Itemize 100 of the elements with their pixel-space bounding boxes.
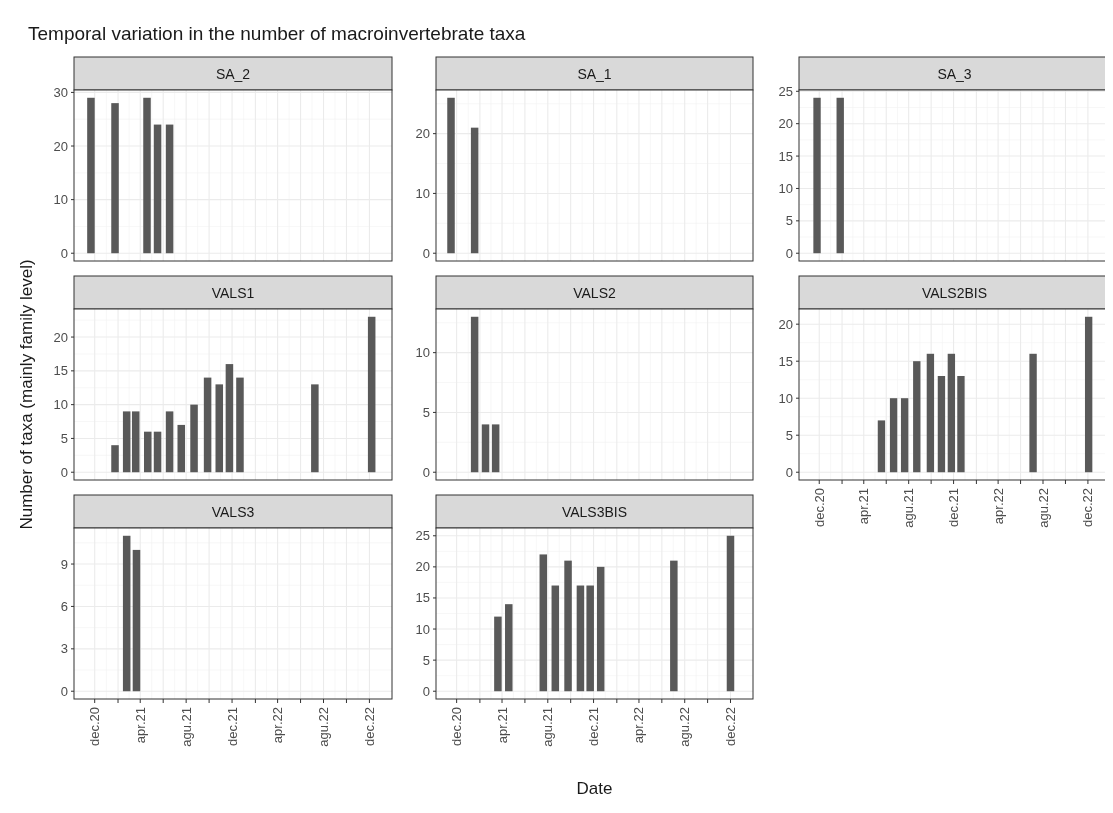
bar (177, 424, 186, 473)
y-tick-label: 0 (785, 464, 793, 480)
bar (900, 398, 909, 473)
y-tick-label: 6 (60, 598, 68, 614)
chart-title: VALS1 (211, 284, 255, 301)
y-tick-label: 5 (785, 427, 793, 443)
y-tick-label: 30 (53, 84, 68, 100)
bar (87, 97, 95, 254)
bar (926, 353, 935, 473)
bar (165, 124, 174, 254)
y-axis-title: Number of taxa (mainly family level) (17, 259, 36, 530)
y-tick-label: 5 (422, 404, 430, 420)
y-tick-label: 0 (422, 683, 430, 699)
y-tick-label: 10 (778, 180, 793, 196)
bar (957, 375, 965, 473)
y-tick-label: 10 (415, 621, 430, 637)
y-tick-label: 0 (422, 464, 430, 480)
bar (670, 560, 678, 692)
bar (505, 604, 513, 692)
x-tick-label: dec.22 (1080, 488, 1096, 528)
y-tick-label: 0 (60, 464, 68, 480)
bar (1029, 353, 1037, 473)
bar (576, 585, 585, 692)
y-tick-label: 15 (415, 590, 430, 606)
x-tick-label: agu.21 (901, 488, 917, 528)
chart-title: SA_1 (577, 65, 612, 82)
y-tick-label: 10 (415, 185, 430, 201)
x-tick-label: dec.20 (87, 707, 103, 747)
y-tick-label: 10 (53, 192, 68, 208)
bar (215, 384, 224, 473)
y-tick-label: 10 (415, 345, 430, 361)
bar (144, 431, 152, 473)
chart-title: VALS3 (211, 503, 255, 520)
y-tick-label: 15 (53, 363, 68, 379)
y-tick-label: 5 (60, 430, 68, 446)
x-tick-label: apr.21 (856, 488, 872, 525)
bar (143, 97, 151, 254)
bar (225, 364, 234, 473)
x-tick-label: dec.22 (722, 707, 738, 747)
bar (877, 420, 886, 473)
x-tick-label: agu.22 (316, 707, 332, 747)
bar (494, 616, 502, 692)
x-tick-label: dec.21 (586, 707, 602, 747)
y-tick-label: 20 (778, 116, 793, 132)
bar (111, 445, 119, 473)
y-tick-label: 3 (60, 641, 68, 657)
bar (586, 585, 594, 692)
chart-title: VALS2BIS (921, 284, 988, 301)
bar (311, 384, 319, 473)
y-tick-label: 10 (53, 397, 68, 413)
y-tick-label: 20 (778, 316, 793, 332)
y-tick-label: 9 (60, 556, 68, 572)
bar (165, 411, 174, 473)
bar (551, 585, 560, 692)
bar (153, 124, 162, 254)
chart-title: SA_2 (215, 65, 251, 82)
chart-title: SA_3 (937, 65, 972, 82)
x-tick-label: apr.22 (990, 488, 1006, 525)
bar (564, 560, 572, 692)
x-tick-label: apr.22 (631, 707, 647, 744)
y-tick-label: 0 (60, 245, 68, 261)
chart-title: VALS2 (573, 284, 616, 301)
y-tick-label: 5 (785, 213, 793, 229)
bar (1084, 316, 1093, 473)
bar (539, 554, 548, 692)
x-tick-label: apr.21 (494, 707, 510, 744)
y-tick-label: 20 (415, 126, 430, 142)
y-tick-label: 0 (60, 683, 68, 699)
y-tick-label: 0 (422, 245, 430, 261)
y-tick-label: 25 (778, 83, 793, 99)
bar (131, 411, 140, 473)
bar (111, 103, 119, 254)
x-tick-label: apr.21 (132, 707, 148, 744)
x-tick-label: agu.22 (1035, 488, 1051, 528)
x-tick-label: dec.20 (449, 707, 465, 747)
chart-title: VALS3BIS (561, 503, 628, 520)
bar (947, 353, 956, 473)
y-tick-label: 0 (785, 245, 793, 261)
x-tick-label: apr.22 (270, 707, 286, 744)
x-axis-title: Date (576, 779, 613, 798)
y-tick-label: 15 (778, 148, 793, 164)
x-tick-label: dec.21 (224, 707, 240, 747)
y-tick-label: 10 (778, 390, 793, 406)
bar (913, 361, 921, 473)
bar (122, 411, 131, 473)
bar (236, 377, 244, 473)
bar (889, 398, 898, 473)
bar (937, 375, 946, 473)
x-tick-label: agu.21 (178, 707, 194, 747)
bar (190, 404, 198, 473)
bar (367, 316, 376, 473)
x-tick-label: dec.21 (946, 488, 962, 528)
bar (203, 377, 212, 473)
text: Temporal variation in the number of macroinvertebrate taxa (28, 23, 526, 44)
bar (596, 566, 605, 692)
y-tick-label: 20 (53, 138, 68, 154)
x-tick-label: agu.21 (540, 707, 556, 747)
y-tick-label: 20 (415, 559, 430, 575)
y-tick-label: 5 (422, 652, 430, 668)
bar (153, 431, 162, 473)
